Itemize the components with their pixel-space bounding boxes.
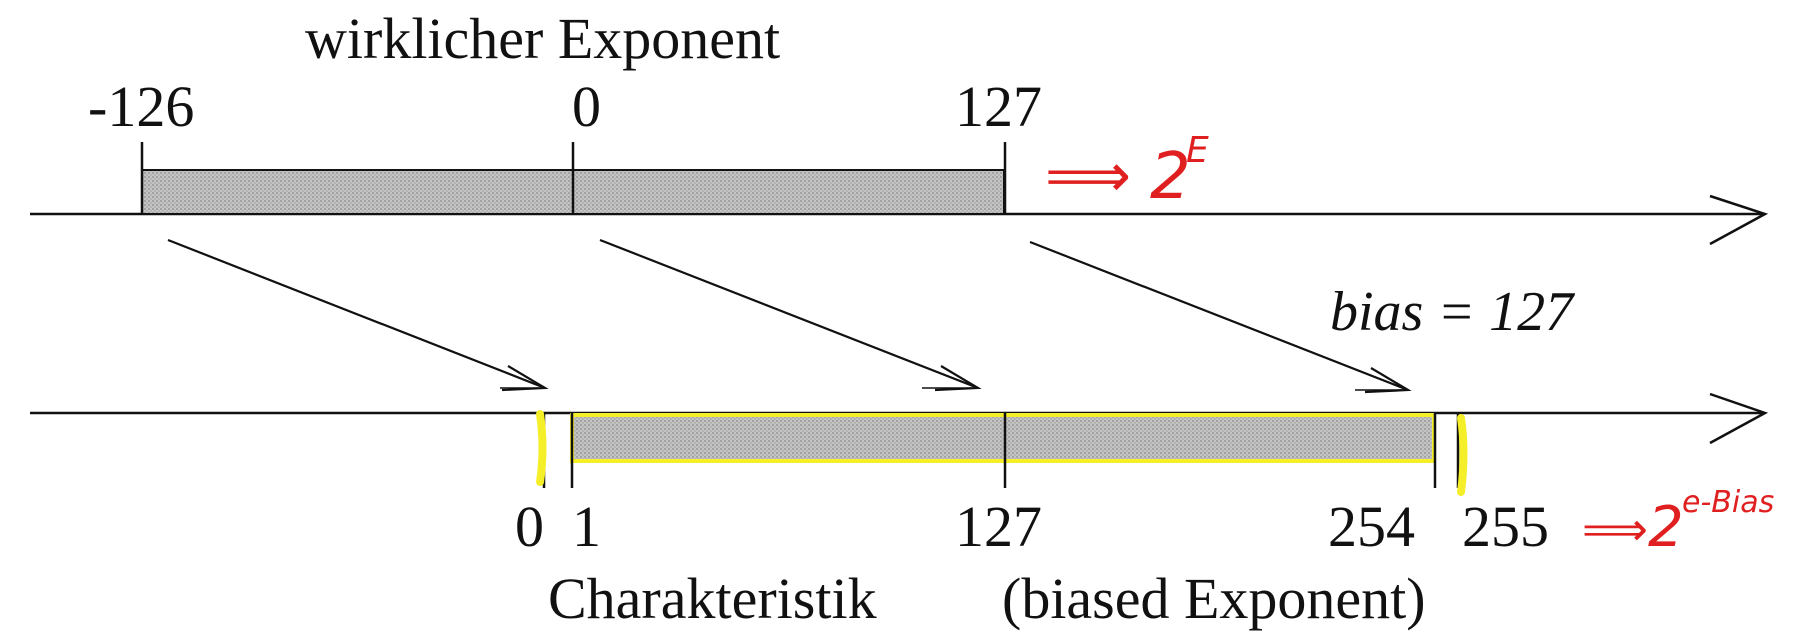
mapping-arrow <box>167 238 546 390</box>
mapping-arrow <box>599 238 979 390</box>
bottom-tick-label: 1 <box>572 494 601 559</box>
mapping-arrowhead <box>934 365 982 392</box>
top-formula-base: 2 <box>1150 140 1191 214</box>
top-formula-arrow: ⟹ <box>1045 141 1131 211</box>
top-tick-label: 0 <box>572 74 601 139</box>
highlight-mark <box>1457 414 1468 496</box>
bottom-title-left: Charakteristik <box>548 566 877 631</box>
bottom-formula-arrow: ⟹ <box>1582 502 1648 556</box>
top-tick-label: 127 <box>955 74 1042 139</box>
mapping-arrow <box>1029 240 1409 392</box>
bottom-tick-label: 254 <box>1328 494 1415 559</box>
top-formula-exponent: E <box>1186 130 1209 171</box>
top-tick-label: -126 <box>88 74 194 139</box>
bottom-tick-label: 127 <box>955 494 1042 559</box>
top-title: wirklicher Exponent <box>305 6 780 71</box>
bottom-axis-arrowhead <box>1709 392 1769 445</box>
bottom-range-bar <box>570 413 1436 463</box>
bottom-formula-exponent: e-Bias <box>1682 485 1774 520</box>
highlight-mark <box>536 410 547 486</box>
top-axis-arrowhead <box>1709 194 1769 246</box>
mapping-arrowhead <box>1364 367 1412 394</box>
bottom-tick-label: 255 <box>1462 494 1549 559</box>
bias-label: bias = 127 <box>1330 281 1575 343</box>
bottom-tick-label: 0 <box>515 494 544 559</box>
bottom-formula-base: 2 <box>1648 495 1684 560</box>
bottom-title-right: (biased Exponent) <box>1002 566 1426 631</box>
mapping-arrowhead <box>501 365 549 392</box>
